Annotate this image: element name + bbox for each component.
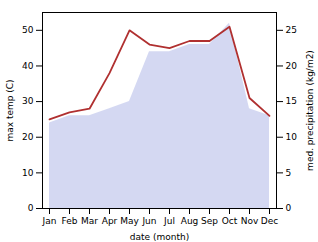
svg-text:May: May <box>120 216 139 226</box>
svg-text:15: 15 <box>286 96 297 106</box>
svg-text:0: 0 <box>28 203 34 213</box>
svg-text:Aug: Aug <box>181 216 199 226</box>
svg-text:max temp (C): max temp (C) <box>5 79 15 141</box>
svg-text:50: 50 <box>22 25 34 35</box>
svg-text:Feb: Feb <box>62 216 78 226</box>
svg-text:20: 20 <box>286 61 298 71</box>
svg-text:20: 20 <box>22 132 34 142</box>
svg-text:Mar: Mar <box>81 216 98 226</box>
svg-text:Oct: Oct <box>222 216 238 226</box>
svg-text:30: 30 <box>22 96 34 106</box>
svg-text:0: 0 <box>286 203 292 213</box>
svg-text:Jan: Jan <box>42 216 57 226</box>
svg-text:Jun: Jun <box>141 216 156 226</box>
svg-text:40: 40 <box>22 61 34 71</box>
svg-text:Nov: Nov <box>241 216 259 226</box>
svg-text:Dec: Dec <box>261 216 278 226</box>
svg-text:10: 10 <box>22 168 34 178</box>
svg-text:Apr: Apr <box>102 216 118 226</box>
svg-text:5: 5 <box>286 168 292 178</box>
svg-text:Sep: Sep <box>201 216 218 226</box>
svg-text:date (month): date (month) <box>130 232 189 242</box>
svg-text:25: 25 <box>286 25 297 35</box>
svg-text:10: 10 <box>286 132 298 142</box>
svg-text:med. precipitation (kg/m2): med. precipitation (kg/m2) <box>305 50 315 171</box>
svg-text:Jul: Jul <box>163 216 175 226</box>
